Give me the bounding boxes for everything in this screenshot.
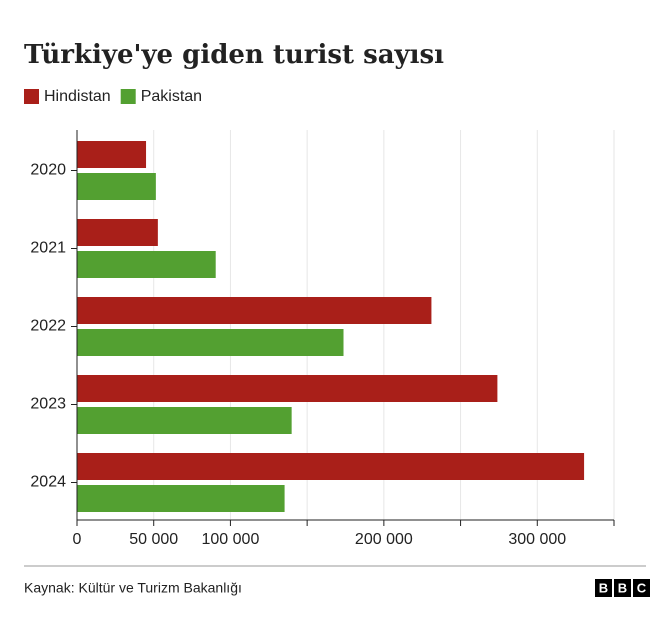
legend-swatch <box>24 89 39 104</box>
logo-box <box>595 579 612 597</box>
y-tick-label: 2023 <box>30 396 66 413</box>
y-tick-label: 2021 <box>30 240 66 257</box>
x-tick-label: 300 000 <box>508 531 566 548</box>
bar <box>77 173 156 200</box>
bar <box>77 375 498 402</box>
legend-label: Hindistan <box>44 88 111 105</box>
bar <box>77 141 147 168</box>
logo-letter: B <box>618 580 627 595</box>
chart-title: Türkiye'ye giden turist sayısı <box>24 40 444 70</box>
legend-swatch <box>120 89 136 104</box>
y-tick-label: 2022 <box>30 318 66 335</box>
logo-letter: C <box>637 580 647 595</box>
legend-label: Pakistan <box>141 88 202 105</box>
x-tick-label: 100 000 <box>202 531 260 548</box>
bar <box>77 485 285 512</box>
bar <box>77 297 432 324</box>
bar <box>77 219 158 246</box>
bar <box>77 329 344 356</box>
y-tick-label: 2020 <box>30 162 66 179</box>
bar <box>77 453 585 480</box>
y-tick-label: 2024 <box>30 474 66 491</box>
x-tick-label: 0 <box>73 531 82 548</box>
x-tick-label: 50 000 <box>129 531 178 548</box>
logo-box <box>614 579 631 597</box>
logo-letter: B <box>599 580 608 595</box>
logo-box <box>633 579 650 597</box>
bar <box>77 251 216 278</box>
x-tick-label: 200 000 <box>355 531 413 548</box>
source: Kaynak: Kültür ve Turizm Bakanlığı <box>24 580 242 596</box>
bar <box>77 407 292 434</box>
